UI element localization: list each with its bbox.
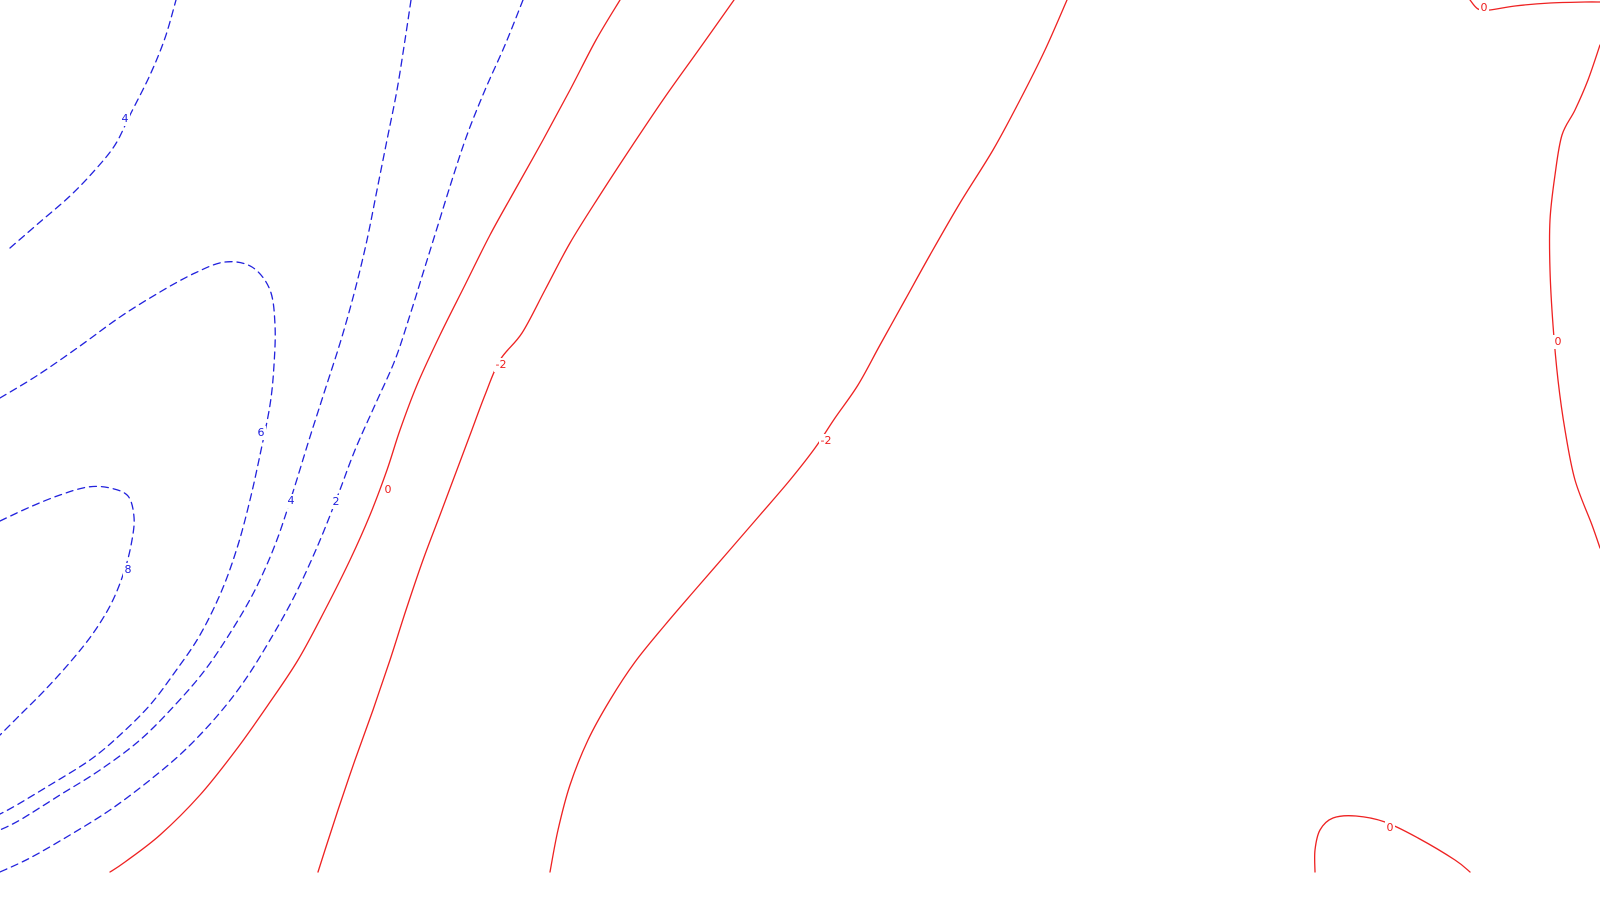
contour-line-level-6 — [0, 261, 276, 815]
contour-label-level-6: 6 — [258, 426, 265, 439]
contour-label-bg-level-0-west — [383, 483, 393, 497]
contour-label-level-0-east: 0 — [1555, 335, 1562, 348]
contour-label-bg-level-minus2-center — [819, 434, 833, 448]
contour-label-bg-level-minus2-west — [494, 358, 508, 372]
contour-label-bg-level-4-center — [286, 494, 296, 508]
contour-label-level-2: 2 — [333, 495, 340, 508]
contour-line-level-minus2-west — [317, 0, 735, 873]
contour-line-level-0-northeast — [1469, 0, 1600, 11]
contour-label-level-8: 8 — [125, 563, 132, 576]
contour-label-bg-level-8 — [123, 563, 133, 577]
contour-line-level-8 — [0, 485, 135, 736]
contour-line-level-4-center — [0, 0, 412, 831]
contour-line-level-0-west — [109, 0, 621, 873]
contour-line-level-4-west — [9, 0, 177, 249]
contour-label-level-minus2-center: -2 — [821, 434, 832, 447]
contour-label-bg-level-2 — [331, 495, 341, 509]
contour-label-bg-level-6 — [256, 426, 266, 440]
contour-label-level-minus2-west: -2 — [496, 358, 507, 371]
contour-label-bg-level-0-east — [1553, 335, 1563, 349]
contour-label-bg-level-0-northeast — [1479, 1, 1489, 15]
contour-line-level-minus2-center — [549, 0, 1068, 873]
contour-label-level-0-northeast: 0 — [1481, 1, 1488, 14]
contour-line-level-0-east — [1548, 44, 1600, 549]
contour-label-level-4-west: 4 — [122, 112, 129, 125]
contour-label-bg-level-4-west — [120, 112, 130, 126]
contour-label-level-4-center: 4 — [288, 494, 295, 507]
contour-label-level-0-west: 0 — [385, 483, 392, 496]
contour-label-bg-level-0-southeast — [1385, 821, 1395, 835]
contour-label-level-0-southeast: 0 — [1387, 821, 1394, 834]
contour-line-level-0-southeast — [1313, 815, 1471, 873]
